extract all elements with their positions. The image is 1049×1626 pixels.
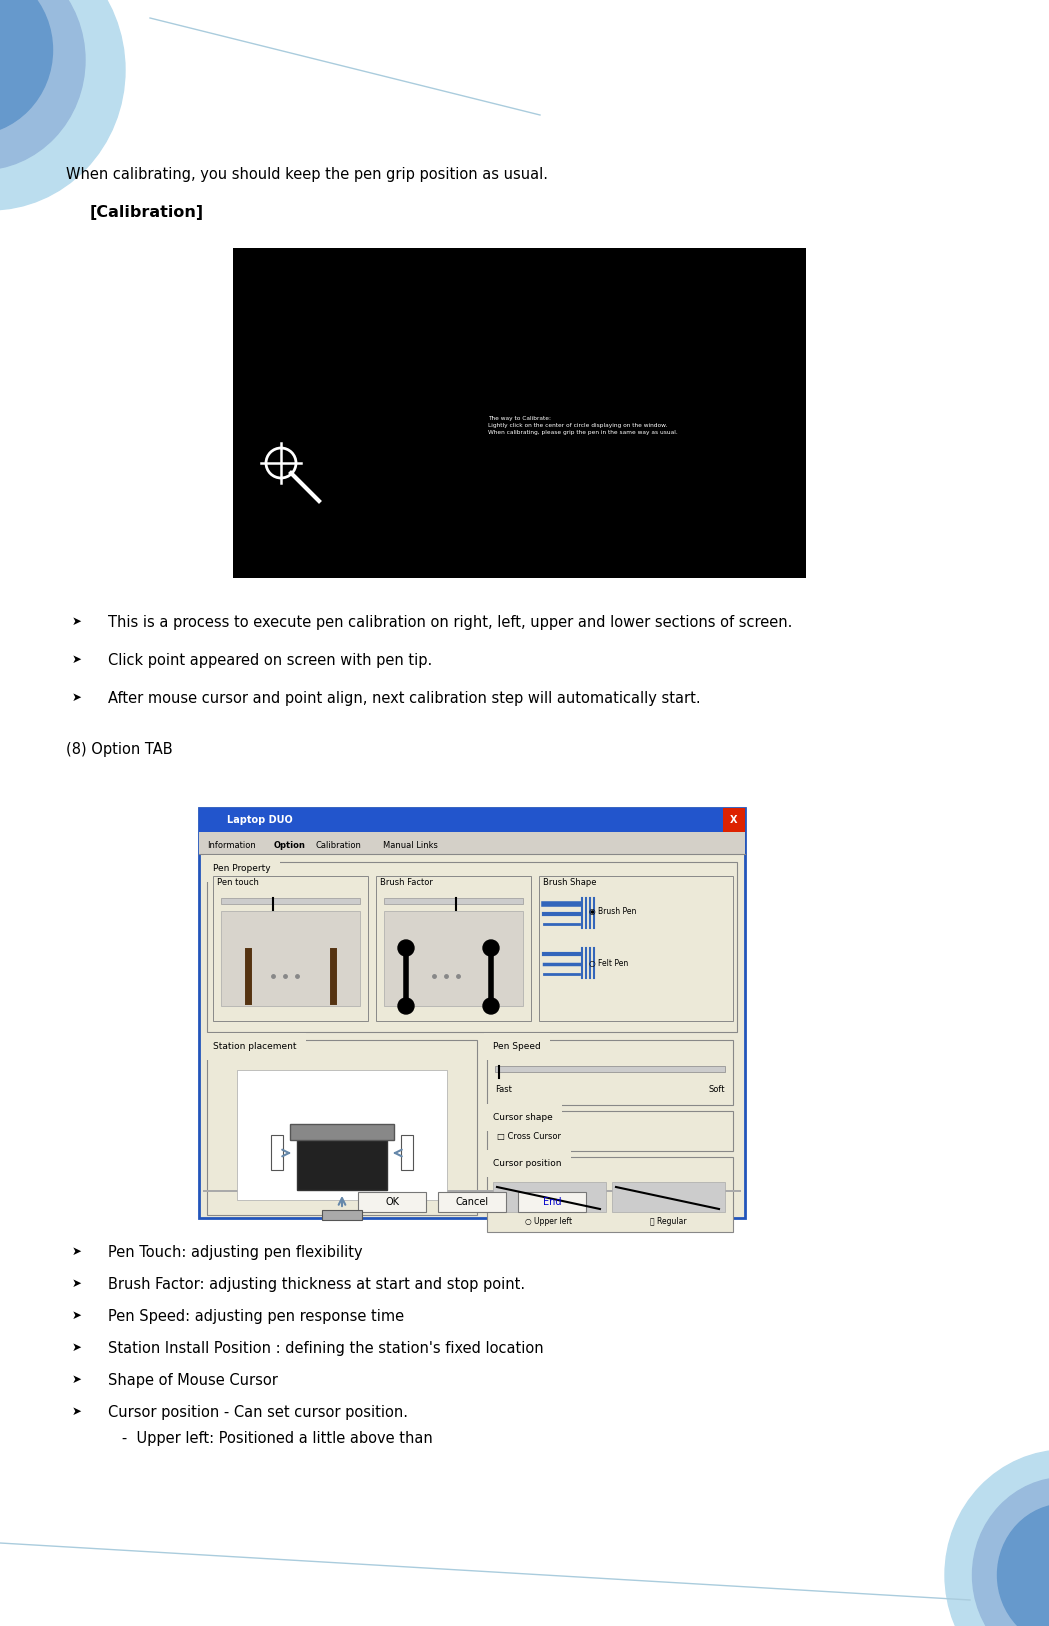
Bar (358, 1192, 426, 1211)
Text: Option: Option (274, 841, 306, 849)
Bar (322, 1210, 362, 1220)
Text: □ Cross Cursor: □ Cross Cursor (497, 1132, 561, 1141)
Text: Cursor position - Can set cursor position.: Cursor position - Can set cursor positio… (108, 1405, 408, 1419)
Bar (221, 911, 360, 1006)
Text: Station Install Position : defining the station's fixed location: Station Install Position : defining the … (108, 1341, 543, 1356)
Bar (199, 833, 745, 854)
Text: Brush Factor: adjusting thickness at start and stop point.: Brush Factor: adjusting thickness at sta… (108, 1276, 526, 1293)
Text: After mouse cursor and point align, next calibration step will automatically sta: After mouse cursor and point align, next… (108, 691, 701, 706)
Bar (237, 1070, 447, 1200)
Bar (233, 249, 806, 577)
Bar (539, 876, 733, 1021)
Ellipse shape (972, 1478, 1049, 1626)
Bar (612, 1182, 725, 1211)
Bar (204, 859, 741, 1215)
Text: Calibration: Calibration (316, 841, 362, 849)
Text: ➤: ➤ (72, 1246, 82, 1259)
Bar (199, 808, 745, 833)
Circle shape (398, 940, 414, 956)
Text: ○ Felt Pen: ○ Felt Pen (588, 958, 628, 967)
Text: This is a process to execute pen calibration on right, left, upper and lower sec: This is a process to execute pen calibra… (108, 615, 792, 629)
Text: ⦿ Regular: ⦿ Regular (649, 1216, 686, 1226)
Text: Fast: Fast (495, 1086, 512, 1094)
Ellipse shape (998, 1504, 1049, 1626)
Text: Laptop DUO: Laptop DUO (227, 815, 293, 824)
Bar (213, 876, 368, 1021)
Bar (384, 898, 523, 904)
Bar (199, 808, 745, 1218)
Ellipse shape (0, 0, 125, 210)
Bar (401, 1135, 413, 1171)
Bar (438, 1192, 506, 1211)
Text: Cursor position: Cursor position (493, 1159, 561, 1167)
Text: X: X (730, 815, 737, 824)
Bar (487, 1111, 733, 1151)
Bar (290, 1124, 394, 1140)
Text: ○ Upper left: ○ Upper left (526, 1216, 573, 1226)
Text: Cancel: Cancel (455, 1197, 489, 1206)
Text: [Calibration]: [Calibration] (90, 205, 205, 220)
Ellipse shape (0, 0, 52, 135)
Text: ➤: ➤ (72, 691, 82, 704)
Text: ➤: ➤ (72, 654, 82, 667)
Text: ➤: ➤ (72, 615, 82, 628)
Text: Pen Property: Pen Property (213, 863, 271, 873)
Text: Shape of Mouse Cursor: Shape of Mouse Cursor (108, 1372, 278, 1389)
Circle shape (398, 998, 414, 1015)
Circle shape (483, 940, 499, 956)
Text: Pen Touch: adjusting pen flexibility: Pen Touch: adjusting pen flexibility (108, 1246, 363, 1260)
Text: ➤: ➤ (72, 1341, 82, 1354)
Text: Pen Speed: adjusting pen response time: Pen Speed: adjusting pen response time (108, 1309, 404, 1324)
Bar (493, 1182, 606, 1211)
Text: Cursor shape: Cursor shape (493, 1114, 553, 1122)
Bar (384, 911, 523, 1006)
Text: Soft: Soft (708, 1086, 725, 1094)
Bar (207, 1041, 477, 1215)
Text: 10: 10 (1047, 1566, 1049, 1584)
Text: Click point appeared on screen with pen tip.: Click point appeared on screen with pen … (108, 654, 432, 668)
Ellipse shape (945, 1450, 1049, 1626)
Ellipse shape (0, 0, 85, 171)
Bar (207, 862, 737, 1033)
Bar (376, 876, 531, 1021)
Text: ➤: ➤ (72, 1309, 82, 1322)
Text: Information: Information (207, 841, 256, 849)
Text: ➤: ➤ (72, 1276, 82, 1289)
Text: OK: OK (385, 1197, 399, 1206)
Text: Brush Shape: Brush Shape (543, 878, 597, 888)
Bar (271, 1135, 283, 1171)
Bar (221, 898, 360, 904)
Text: Station placement: Station placement (213, 1042, 297, 1050)
Bar (723, 808, 745, 833)
Text: Pen touch: Pen touch (217, 878, 259, 888)
Text: When calibrating, you should keep the pen grip position as usual.: When calibrating, you should keep the pe… (66, 167, 548, 182)
Text: -  Upper left: Positioned a little above than: - Upper left: Positioned a little above … (108, 1431, 433, 1446)
Text: (8) Option TAB: (8) Option TAB (66, 741, 173, 758)
Text: Manual Links: Manual Links (383, 841, 437, 849)
Bar (297, 1130, 387, 1190)
Text: End: End (542, 1197, 561, 1206)
Circle shape (483, 998, 499, 1015)
Bar (487, 1041, 733, 1106)
Text: The way to Calibrate:
Lightly click on the center of circle displaying on the wi: The way to Calibrate: Lightly click on t… (488, 416, 678, 436)
Bar (495, 1067, 725, 1072)
Text: Brush Factor: Brush Factor (380, 878, 433, 888)
Text: ➤: ➤ (72, 1405, 82, 1418)
Text: ➤: ➤ (72, 1372, 82, 1385)
Bar (204, 1190, 741, 1192)
Bar (487, 1158, 733, 1233)
Text: ◉ Brush Pen: ◉ Brush Pen (588, 907, 637, 915)
Text: Pen Speed: Pen Speed (493, 1042, 540, 1050)
Bar (518, 1192, 586, 1211)
